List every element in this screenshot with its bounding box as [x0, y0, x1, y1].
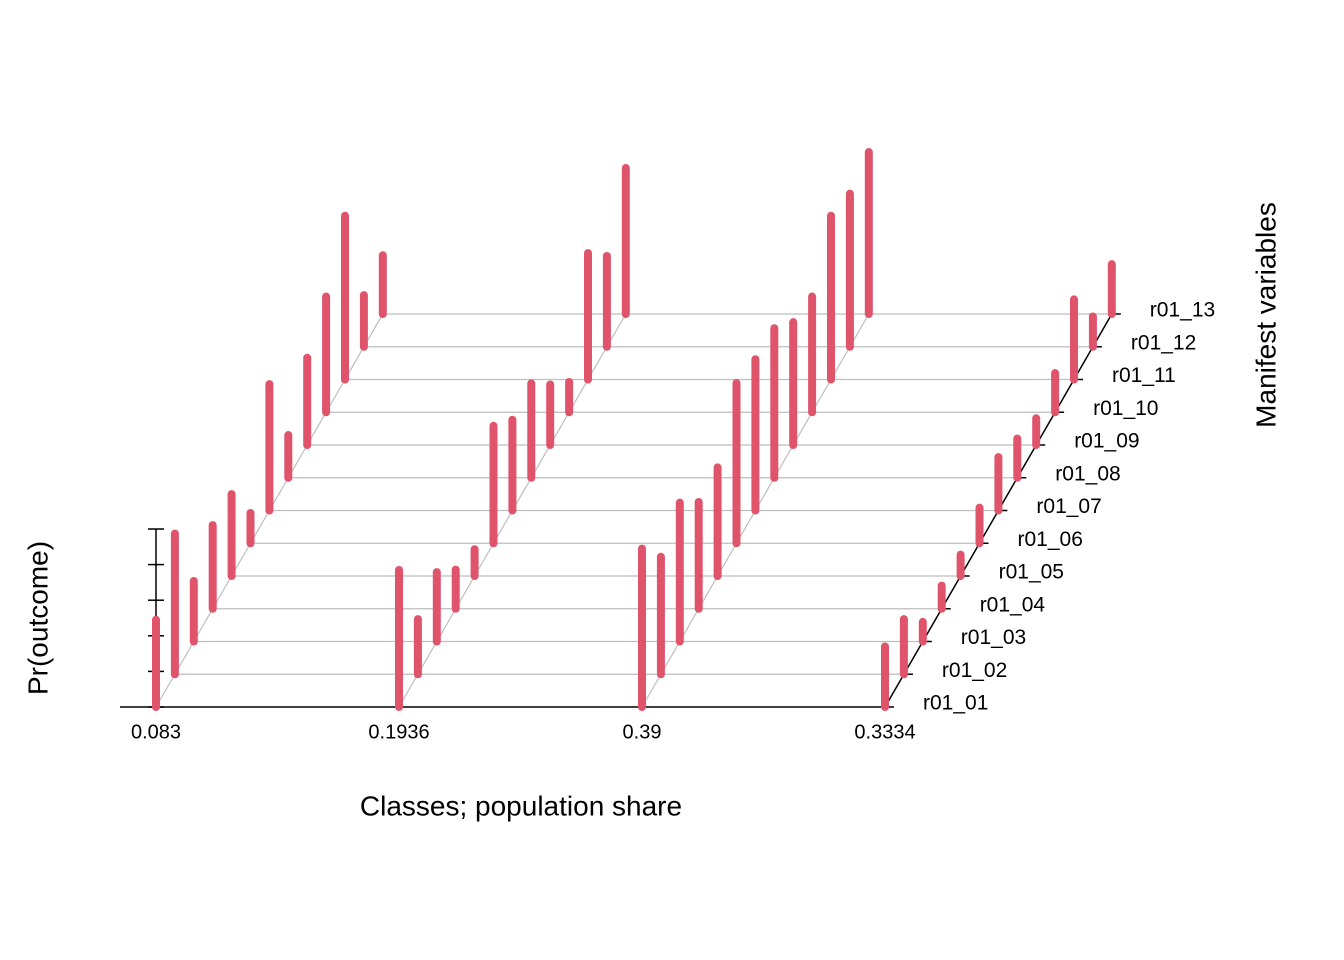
- z-axis-label: Pr(outcome): [22, 541, 53, 695]
- class-label: 0.1936: [368, 721, 429, 743]
- class-label: 0.3334: [854, 721, 915, 743]
- variable-label: r01_03: [961, 626, 1026, 649]
- variable-label: r01_08: [1055, 462, 1120, 485]
- y-axis-label: Manifest variables: [1250, 202, 1281, 428]
- variable-label: r01_07: [1036, 495, 1101, 518]
- variable-label: r01_12: [1131, 331, 1196, 354]
- variable-label: r01_04: [980, 593, 1046, 616]
- variable-label: r01_05: [999, 561, 1064, 584]
- variable-label: r01_02: [942, 659, 1007, 682]
- class-label: 0.083: [131, 721, 181, 743]
- variable-label: r01_11: [1112, 364, 1176, 387]
- variable-label: r01_01: [923, 692, 988, 715]
- variable-label: r01_10: [1093, 397, 1158, 420]
- class-label: 0.39: [623, 721, 662, 743]
- variable-label: r01_09: [1074, 430, 1139, 453]
- x-axis-label: Classes; population share: [360, 790, 682, 821]
- variable-label: r01_13: [1150, 299, 1215, 322]
- variable-label: r01_06: [1018, 528, 1083, 551]
